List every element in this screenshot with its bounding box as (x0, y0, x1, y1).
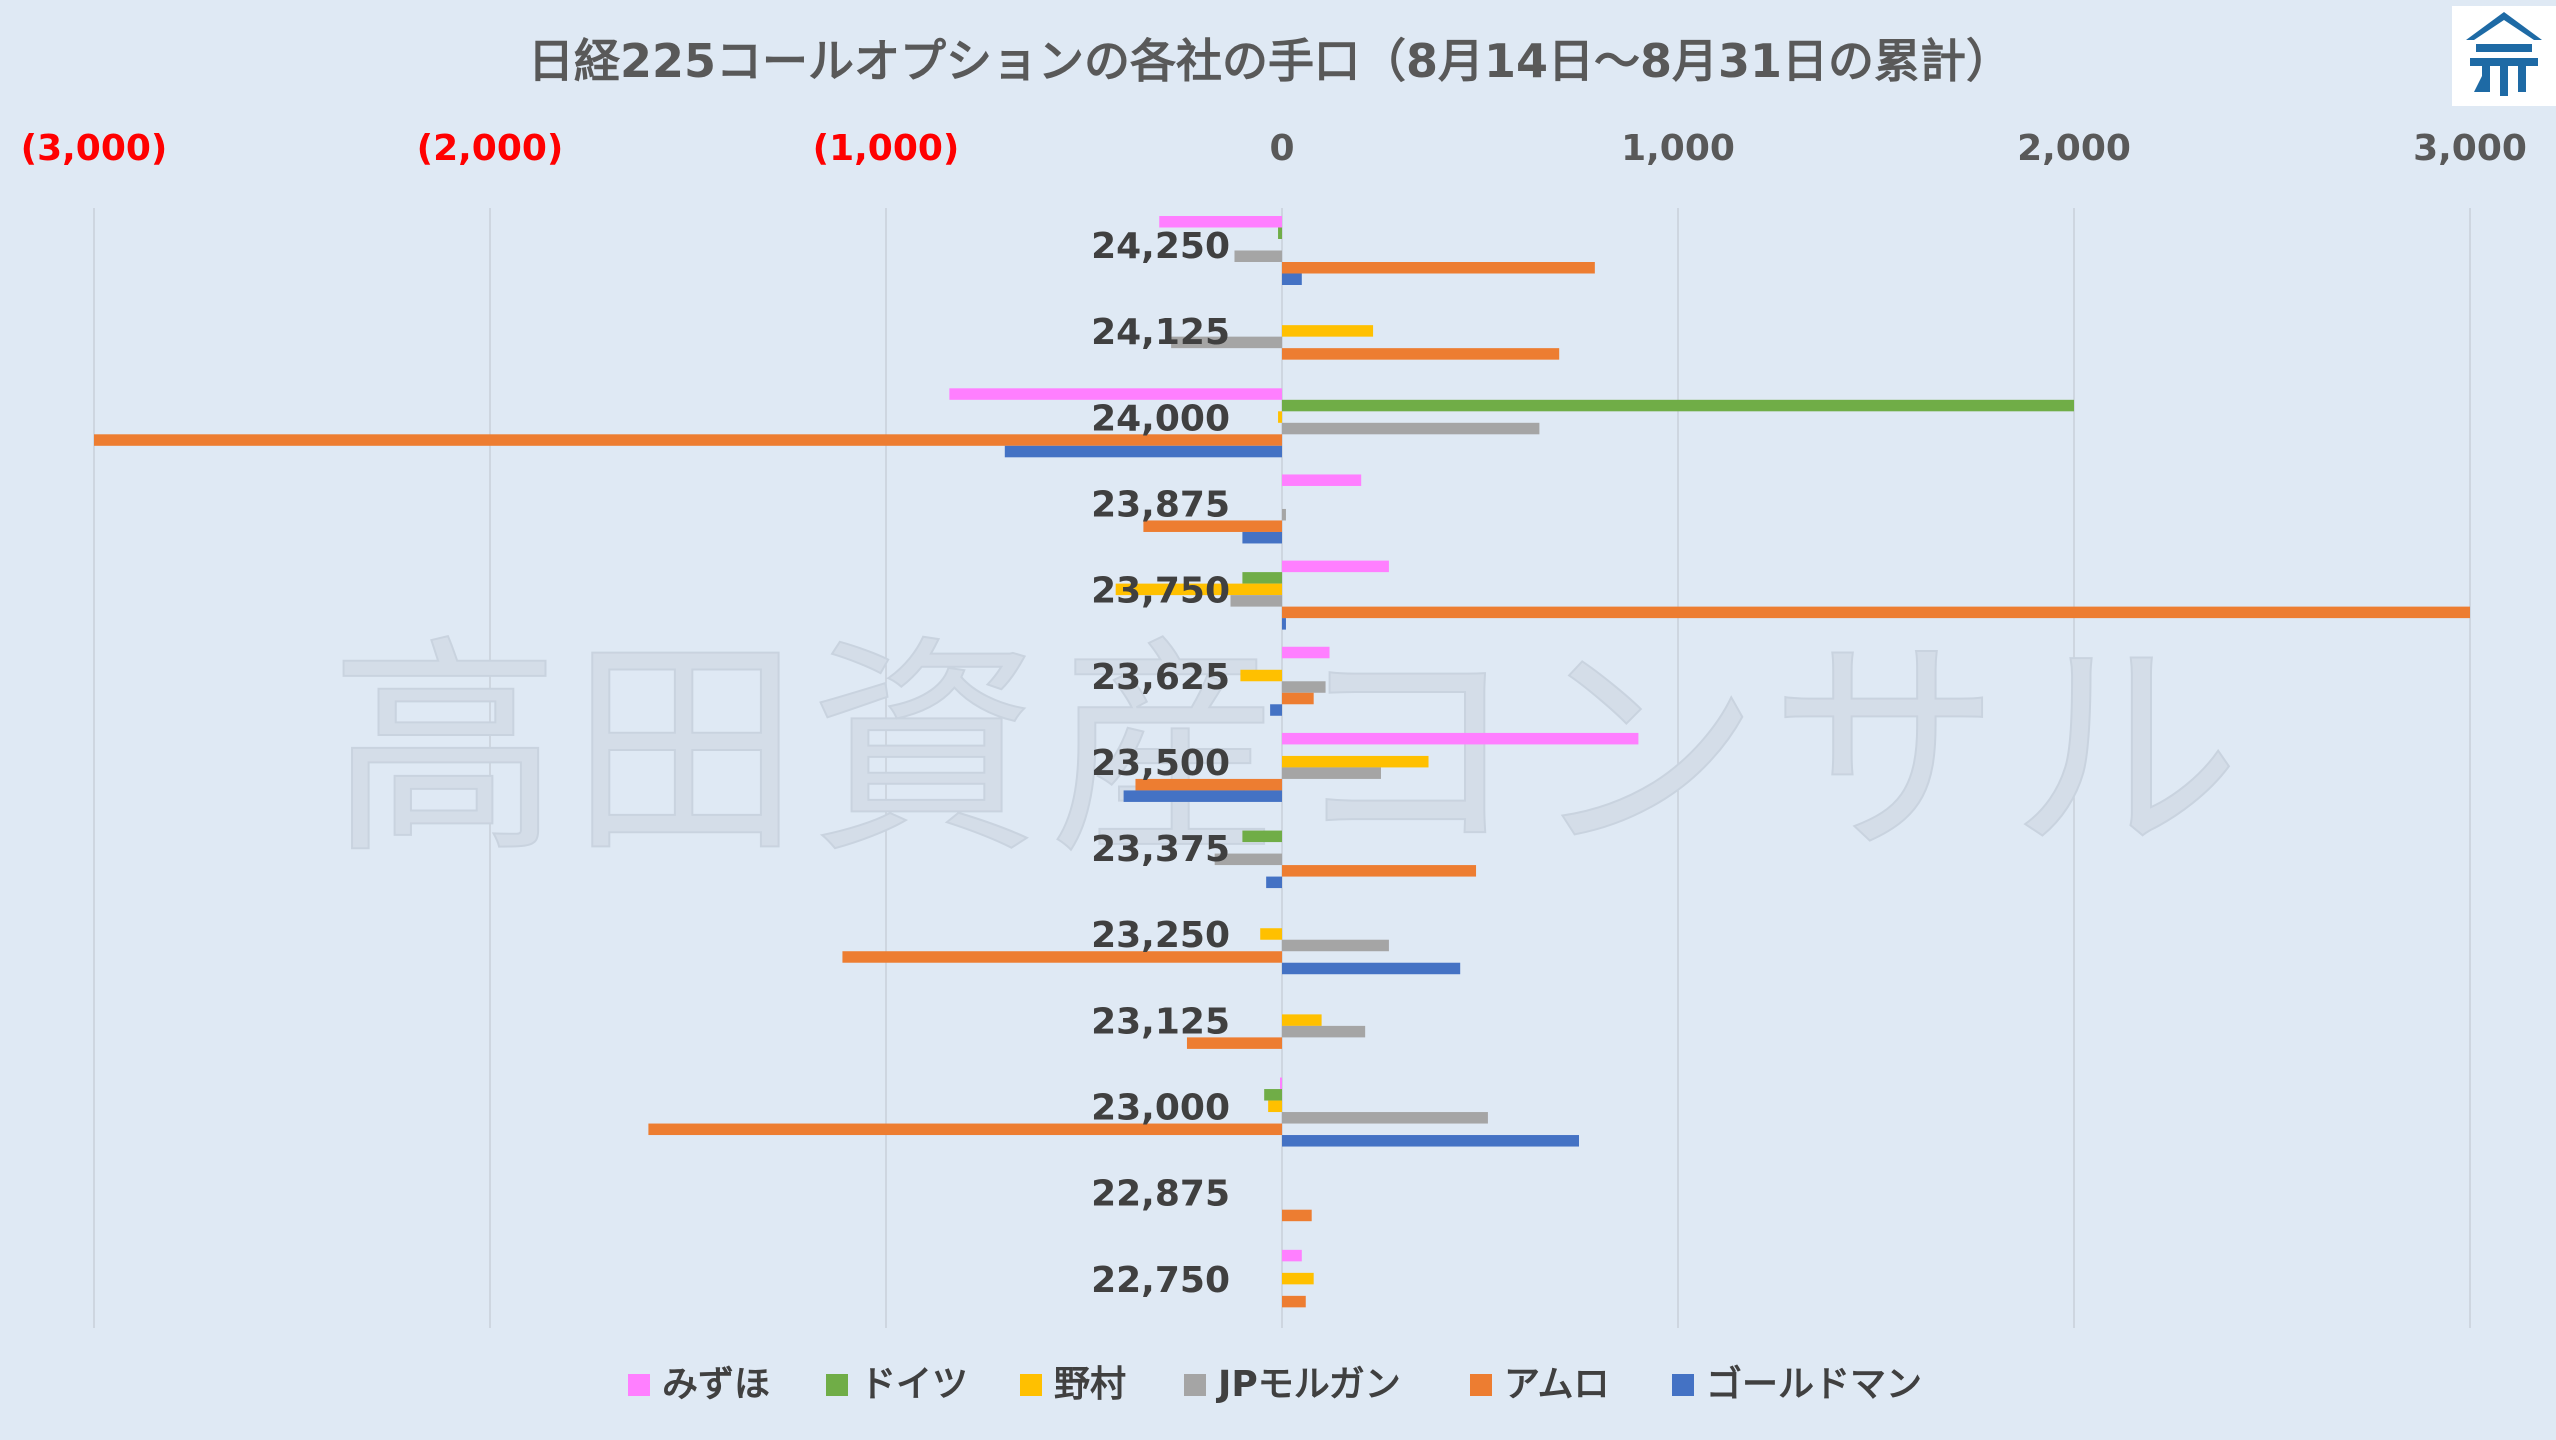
bar-2-9 (1282, 1014, 1322, 1026)
legend-swatch (1470, 1374, 1492, 1396)
bar-5-4 (1282, 618, 1286, 630)
bar-4-9 (1186, 1037, 1282, 1049)
legend-label: アムロ (1504, 1364, 1609, 1405)
bar-3-2 (1282, 422, 1540, 435)
bar-3-10 (1282, 1112, 1488, 1124)
bar-3-0 (1234, 250, 1282, 262)
category-label: 24,250 (1091, 226, 1230, 267)
x-tick-label: (1,000) (813, 128, 960, 169)
bar-3-1 (1171, 336, 1282, 349)
legend-label: 野村 (1054, 1364, 1126, 1405)
bar-3-6 (1282, 767, 1381, 779)
legend-swatch (826, 1374, 848, 1396)
bar-4-4 (1282, 606, 2470, 619)
x-tick-label: 2,000 (2017, 128, 2131, 169)
legend-swatch (1672, 1374, 1694, 1396)
bar-1-10 (1264, 1089, 1282, 1101)
bar-3-9 (1282, 1025, 1366, 1038)
bar-0-3 (1282, 474, 1362, 486)
bar-1-2 (1282, 399, 2074, 412)
legend-label: ドイツ (860, 1364, 968, 1405)
bar-0-2 (949, 388, 1282, 400)
bar-0-10 (1280, 1077, 1282, 1090)
bar-4-3 (1143, 520, 1282, 532)
legend-swatch (1020, 1374, 1042, 1396)
bar-0-12 (1282, 1249, 1302, 1262)
bar-0-5 (1282, 646, 1330, 659)
bar-4-5 (1282, 692, 1314, 705)
category-label: 23,875 (1091, 484, 1230, 525)
bar-4-11 (1282, 1209, 1312, 1222)
category-label: 23,625 (1091, 657, 1230, 698)
x-tick-label: (2,000) (417, 128, 564, 169)
category-label: 24,125 (1091, 312, 1230, 353)
legend-swatch (628, 1374, 650, 1396)
bar-5-2 (1004, 445, 1282, 458)
category-label: 22,750 (1091, 1260, 1230, 1301)
bar-4-12 (1282, 1295, 1306, 1308)
bar-3-8 (1282, 939, 1389, 952)
category-label: 23,250 (1091, 915, 1230, 956)
chart-title: 日経225コールオプションの各社の手口（8月14日～8月31日の累計） (528, 34, 2012, 88)
bar-3-3 (1282, 508, 1286, 521)
bar-1-0 (1278, 227, 1282, 239)
bar-3-7 (1214, 853, 1282, 866)
watermark-text: 高田資産コンサル (330, 618, 2250, 885)
category-labels: 24,250 24,125 24,000 23,875 23,750 23,625 23,5… (1091, 226, 1230, 1301)
bar-5-8 (1282, 962, 1461, 975)
x-tick-label: 0 (1269, 128, 1294, 169)
bar-4-7 (1282, 865, 1477, 877)
bar-4-0 (1282, 262, 1595, 274)
bar-2-1 (1282, 325, 1374, 337)
legend-label: みずほ (662, 1364, 770, 1405)
x-tick-label: 1,000 (1621, 128, 1735, 169)
bar-4-6 (1135, 778, 1282, 791)
category-label: 23,125 (1091, 1001, 1230, 1042)
category-label: 23,500 (1091, 743, 1230, 784)
bar-1-7 (1242, 830, 1282, 843)
bar-2-12 (1282, 1272, 1314, 1285)
bar-0-4 (1282, 560, 1389, 573)
category-label: 23,750 (1091, 571, 1230, 612)
legend-swatch (1184, 1374, 1206, 1396)
category-label: 24,000 (1091, 398, 1230, 439)
bar-2-4 (1115, 583, 1282, 596)
legend: みずほ ドイツ 野村 JPモルガン アムロ ゴールドマン (628, 1363, 1922, 1405)
x-axis-ticks: (3,000) (2,000) (1,000) 0 1,000 2,000 3,000 (21, 128, 2527, 169)
bars (94, 216, 2470, 1308)
bar-1-4 (1242, 572, 1282, 584)
bar-2-10 (1268, 1100, 1282, 1113)
x-tick-label: 3,000 (2413, 128, 2527, 169)
bar-5-7 (1266, 876, 1282, 889)
bar-2-5 (1240, 669, 1282, 682)
bar-5-6 (1123, 790, 1282, 802)
bar-2-2 (1278, 411, 1282, 423)
bar-5-0 (1282, 273, 1302, 285)
category-label: 23,000 (1091, 1088, 1230, 1129)
bar-3-4 (1230, 595, 1282, 607)
bar-3-5 (1282, 681, 1326, 693)
bar-5-5 (1270, 704, 1282, 716)
bar-4-10 (648, 1123, 1282, 1136)
bar-0-0 (1159, 216, 1282, 228)
logo-icon (2452, 6, 2556, 106)
bar-2-6 (1282, 755, 1429, 768)
legend-label: ゴールドマン (1706, 1363, 1922, 1405)
bar-4-8 (842, 951, 1282, 963)
x-tick-label: (3,000) (21, 128, 168, 169)
bar-4-1 (1282, 348, 1560, 360)
category-label: 22,875 (1091, 1174, 1230, 1215)
bar-0-6 (1282, 732, 1639, 745)
bar-5-10 (1282, 1135, 1579, 1147)
legend-label: JPモルガン (1215, 1364, 1401, 1405)
bar-4-2 (94, 434, 1282, 446)
bar-5-3 (1242, 531, 1282, 544)
bar-2-8 (1260, 928, 1282, 940)
category-label: 23,375 (1091, 829, 1230, 870)
